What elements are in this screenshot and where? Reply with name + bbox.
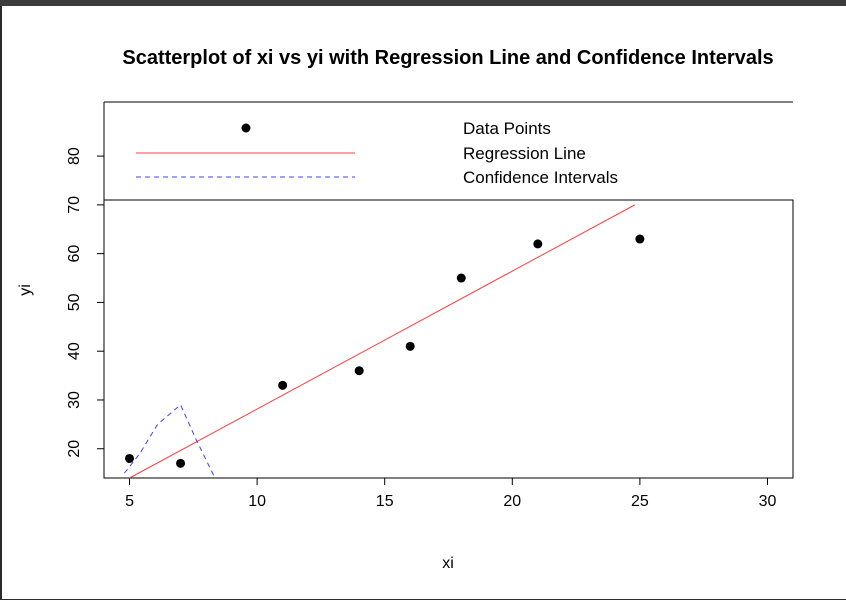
x-tick-label: 10 — [248, 493, 266, 510]
legend: Data Points Regression Line Confidence Int… — [136, 119, 618, 187]
data-point — [278, 380, 288, 390]
y-tick-label: 20 — [66, 440, 83, 458]
data-point — [405, 341, 415, 351]
y-tick-label: 50 — [66, 293, 83, 311]
y-tick-label: 60 — [66, 245, 83, 263]
confidence-interval-line — [124, 404, 215, 476]
x-tick-label: 30 — [759, 493, 777, 510]
y-tick-label: 80 — [66, 147, 83, 165]
regression-line — [129, 204, 636, 479]
data-point — [533, 239, 543, 249]
x-axis-label: xi — [442, 555, 454, 572]
chart-title: Scatterplot of xi vs yi with Regression … — [122, 47, 773, 69]
axes-layer: 5 10 15 20 25 30 20 30 40 50 60 70 80 — [66, 147, 776, 510]
y-tick-label: 30 — [66, 391, 83, 409]
x-tick-label: 5 — [125, 493, 134, 510]
series-layer — [124, 204, 645, 479]
y-axis-label: yi — [17, 284, 34, 296]
legend-entry-label: Regression Line — [463, 144, 586, 163]
x-tick-label: 25 — [631, 493, 649, 510]
data-point — [176, 458, 186, 468]
data-point — [456, 273, 466, 283]
legend-entry-label: Data Points — [463, 119, 551, 138]
data-point — [125, 453, 135, 463]
data-point — [635, 234, 645, 244]
y-tick-label: 70 — [66, 196, 83, 214]
legend-entry-label: Confidence Intervals — [463, 168, 618, 187]
window-top-strip — [0, 0, 846, 6]
data-point — [354, 366, 364, 376]
y-tick-label: 40 — [66, 342, 83, 360]
x-tick-label: 15 — [376, 493, 394, 510]
legend-point-marker — [241, 123, 251, 133]
window-left-edge — [0, 6, 2, 600]
x-tick-label: 20 — [503, 493, 521, 510]
